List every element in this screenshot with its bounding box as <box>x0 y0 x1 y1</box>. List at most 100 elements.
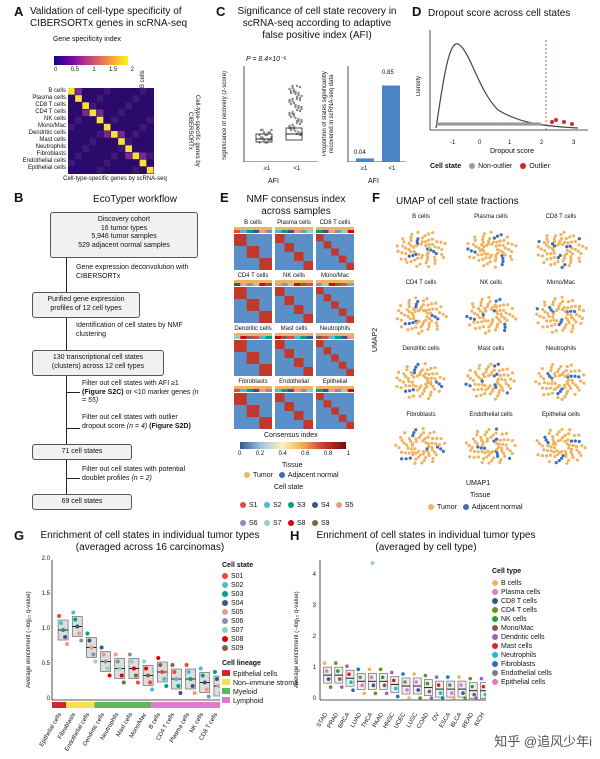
heat-cell <box>75 145 82 152</box>
umap-point <box>554 382 557 385</box>
umap-point <box>487 428 490 431</box>
umap-point <box>483 433 486 436</box>
h-legend-item: Dendritic cells <box>492 633 552 642</box>
umap-point <box>472 243 475 246</box>
umap-point <box>411 254 414 257</box>
umap-point <box>479 304 482 307</box>
consensus-block <box>324 347 332 354</box>
umap-point <box>424 372 427 375</box>
umap-plot-title: Plasma cells <box>458 214 524 221</box>
panel-h-ylabel: Average enrichment (−log₁₀ q-value) <box>294 570 306 710</box>
heat-cell <box>125 102 132 109</box>
umap-point <box>473 251 476 254</box>
umap-point <box>562 259 565 262</box>
umap-point <box>492 240 495 243</box>
umap-point <box>551 438 554 441</box>
umap-point <box>426 258 429 261</box>
panel-e-colorbar <box>240 442 346 449</box>
umap-point <box>559 390 562 393</box>
state-bar <box>288 336 294 339</box>
umap-point <box>437 246 440 249</box>
umap-point <box>577 375 580 378</box>
umap-point <box>406 308 409 311</box>
umap-point <box>395 385 398 388</box>
umap-point <box>545 234 548 237</box>
h-legend-item: Mono/Mac <box>492 624 552 633</box>
umap-point <box>469 377 472 380</box>
dot-afi-low <box>290 129 292 131</box>
umap-point <box>514 444 517 447</box>
umap-point <box>572 234 575 237</box>
umap-point <box>428 246 431 249</box>
umap-point <box>416 237 419 240</box>
umap-point <box>481 238 484 241</box>
panel-b-letter: B <box>14 190 23 205</box>
umap-point <box>563 263 566 266</box>
umap-point <box>435 240 438 243</box>
panel-f-letter: F <box>372 190 380 205</box>
umap-point <box>400 257 403 260</box>
umap-point <box>479 249 482 252</box>
umap-point <box>502 309 505 312</box>
heat-cell <box>68 88 75 95</box>
state-bar <box>300 389 306 392</box>
dot-afi-high <box>260 136 262 138</box>
state-bar <box>348 336 354 339</box>
umap-point <box>577 389 580 392</box>
umap-point <box>509 387 512 390</box>
umap-point <box>543 436 546 439</box>
dot-afi-low <box>294 93 296 95</box>
dot-afi-low <box>288 101 290 103</box>
g-point <box>178 691 182 695</box>
umap-point <box>496 323 499 326</box>
umap-point <box>439 376 442 379</box>
umap-point <box>426 368 429 371</box>
consensus-block <box>234 340 247 352</box>
g-lineage-bar <box>66 702 94 708</box>
umap-point <box>545 252 548 255</box>
umap-point <box>473 450 476 453</box>
consensus-heatmap: Dendritic cells <box>234 326 272 378</box>
state-bar <box>275 389 281 392</box>
umap-point <box>551 315 554 318</box>
umap-point <box>545 387 548 390</box>
consensus-block <box>331 407 339 414</box>
heat-cell <box>104 131 111 138</box>
umap-point <box>553 323 556 326</box>
h-ytick: 1 <box>313 665 316 672</box>
state-bar <box>253 230 259 233</box>
umap-point <box>578 237 581 240</box>
umap-point <box>536 321 539 324</box>
heat-cell <box>125 95 132 102</box>
dot-afi-low <box>300 121 302 123</box>
dot-afi-low <box>296 122 298 124</box>
umap-point <box>472 305 475 308</box>
state-bar <box>341 230 347 233</box>
umap-point <box>556 392 559 395</box>
consensus-heatmap-title: Dendritic cells <box>234 326 272 333</box>
heat-cell <box>82 167 89 174</box>
umap-point <box>422 299 425 302</box>
umap-point <box>486 252 489 255</box>
umap-point <box>498 309 501 312</box>
consensus-heatmap: Mono/Mac <box>316 273 354 325</box>
umap-plot-svg <box>528 353 594 407</box>
panel-h-letter: H <box>290 528 299 543</box>
umap-point <box>570 379 573 382</box>
umap-point <box>511 315 514 318</box>
umap-point <box>501 368 504 371</box>
umap-point <box>472 321 475 324</box>
heat-cell <box>147 145 154 152</box>
umap-point <box>551 391 554 394</box>
umap-point <box>432 431 435 434</box>
umap-point <box>400 319 403 322</box>
umap-point <box>444 242 447 245</box>
umap-point <box>565 392 568 395</box>
umap-point <box>406 447 409 450</box>
umap-point <box>469 369 472 372</box>
state-bar <box>316 389 322 392</box>
panel-a-legend-title: Gene specificity index <box>52 36 122 45</box>
umap-point <box>550 449 553 452</box>
consensus-block <box>259 364 272 376</box>
umap-point <box>561 329 564 332</box>
